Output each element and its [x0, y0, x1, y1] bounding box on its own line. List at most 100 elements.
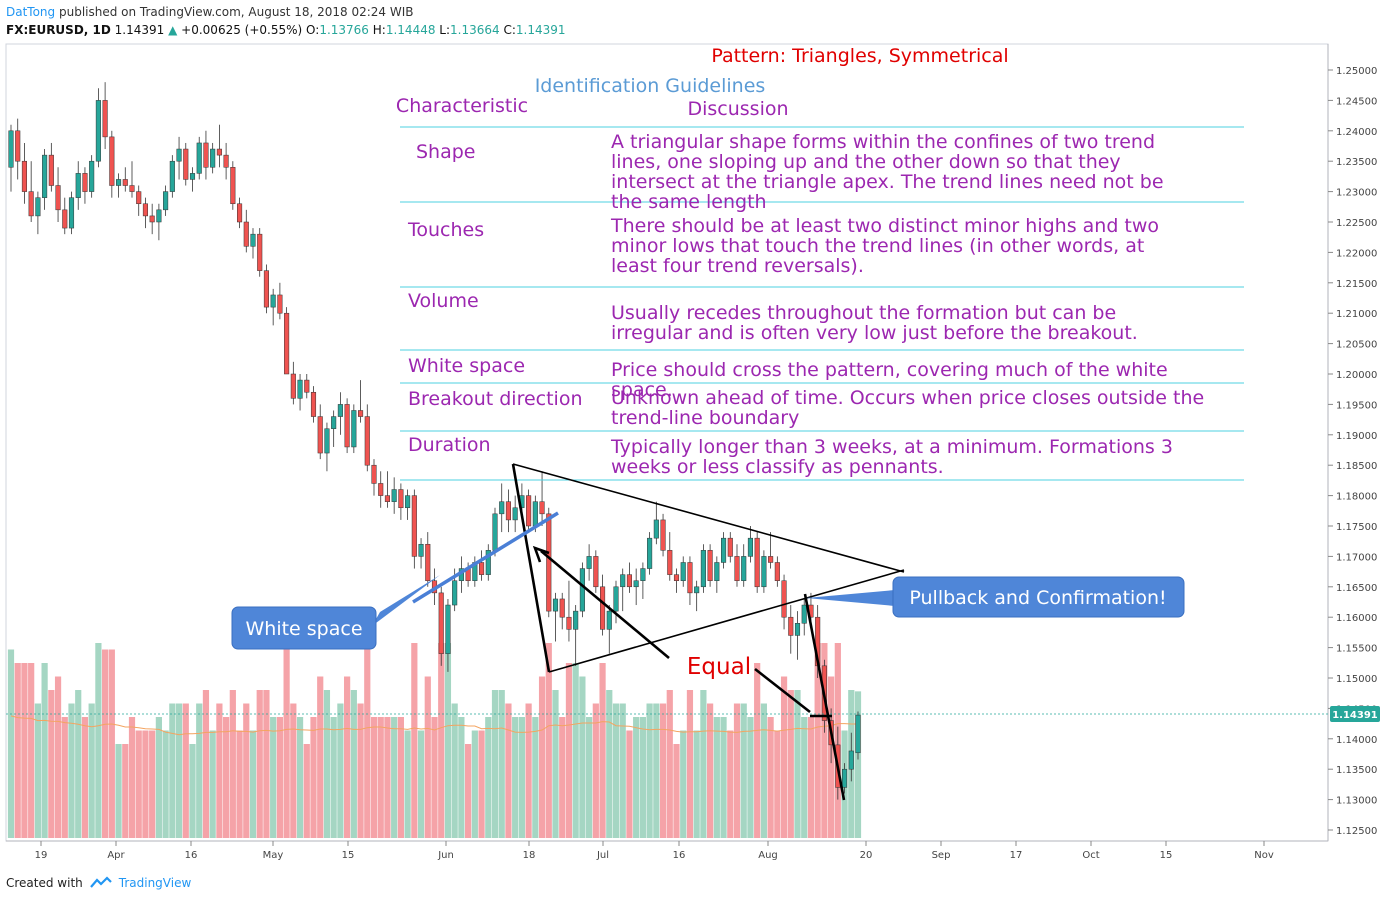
candle-body[interactable]: [270, 294, 276, 308]
upper-trend-line[interactable]: [512, 463, 905, 573]
candle-body[interactable]: [297, 379, 303, 399]
candle-body[interactable]: [189, 173, 196, 180]
candle-body[interactable]: [734, 556, 740, 581]
candle-body[interactable]: [237, 203, 243, 223]
white-space-line[interactable]: [412, 511, 559, 604]
candle-body[interactable]: [539, 501, 545, 515]
candle-body[interactable]: [384, 495, 390, 502]
candle-body[interactable]: [122, 179, 128, 186]
candle-body[interactable]: [754, 537, 760, 588]
candle-body[interactable]: [485, 550, 491, 575]
candle-body[interactable]: [344, 404, 350, 448]
candle-body[interactable]: [586, 556, 592, 569]
candle-body[interactable]: [95, 100, 101, 162]
candle-body[interactable]: [82, 173, 88, 192]
candle-body[interactable]: [418, 543, 424, 557]
candle-body[interactable]: [391, 489, 397, 502]
candle-body[interactable]: [626, 574, 632, 588]
candle-body[interactable]: [505, 501, 511, 521]
candle-body[interactable]: [284, 312, 290, 375]
candle-body[interactable]: [512, 507, 518, 521]
equal-arrow-line[interactable]: [540, 550, 670, 659]
candle-body[interactable]: [593, 556, 599, 588]
candle-body[interactable]: [364, 416, 370, 466]
candle-body[interactable]: [102, 100, 108, 138]
candle-body[interactable]: [68, 197, 75, 229]
candle-body[interactable]: [579, 568, 585, 612]
candle-body[interactable]: [801, 604, 807, 624]
candle-body[interactable]: [109, 136, 115, 186]
candle-body[interactable]: [183, 148, 189, 180]
candle-body[interactable]: [116, 179, 122, 186]
candle-body[interactable]: [89, 160, 95, 192]
candle-body[interactable]: [378, 483, 384, 496]
candle-body[interactable]: [35, 197, 41, 217]
candle-body[interactable]: [640, 568, 646, 581]
candle-body[interactable]: [647, 537, 653, 569]
candle-body[interactable]: [196, 142, 202, 174]
candle-body[interactable]: [129, 185, 135, 192]
candle-body[interactable]: [445, 604, 451, 654]
candle-body[interactable]: [438, 592, 444, 654]
candle-body[interactable]: [28, 191, 34, 217]
candle-body[interactable]: [331, 416, 337, 429]
triangle-base-line[interactable]: [511, 463, 551, 673]
candle-body[interactable]: [304, 379, 310, 393]
candle-body[interactable]: [499, 501, 505, 515]
candle-body[interactable]: [559, 598, 565, 618]
candle-body[interactable]: [633, 580, 639, 588]
candle-body[interactable]: [290, 373, 296, 399]
candle-body[interactable]: [317, 416, 323, 454]
breakout-length-line[interactable]: [803, 593, 846, 801]
candle-body[interactable]: [411, 495, 417, 557]
candle-body[interactable]: [324, 428, 330, 454]
candle-body[interactable]: [163, 191, 169, 211]
candle-body[interactable]: [673, 574, 680, 581]
candle-body[interactable]: [310, 391, 317, 417]
candle-body[interactable]: [169, 160, 175, 192]
candle-body[interactable]: [452, 580, 458, 606]
lower-trend-line[interactable]: [548, 569, 905, 673]
candle-body[interactable]: [526, 495, 532, 527]
candle-body[interactable]: [700, 550, 706, 588]
candle-body[interactable]: [243, 221, 249, 247]
candle-body[interactable]: [136, 191, 142, 205]
candle-body[interactable]: [277, 294, 283, 314]
candle-body[interactable]: [694, 586, 700, 594]
candle-body[interactable]: [660, 519, 666, 551]
candle-body[interactable]: [75, 173, 81, 198]
candle-body[interactable]: [48, 154, 54, 186]
candle-body[interactable]: [794, 623, 801, 636]
candle-body[interactable]: [848, 750, 854, 770]
candle-body[interactable]: [21, 160, 27, 192]
candle-body[interactable]: [257, 233, 263, 271]
candle-body[interactable]: [479, 562, 485, 575]
candle-body[interactable]: [55, 185, 61, 211]
pullback-callout[interactable]: Pullback and Confirmation!: [806, 576, 1185, 618]
equal-pointer-line[interactable]: [754, 667, 811, 714]
candle-body[interactable]: [613, 586, 619, 612]
candle-body[interactable]: [761, 556, 767, 588]
candle-body[interactable]: [532, 501, 538, 527]
candle-body[interactable]: [337, 404, 343, 417]
candle-body[interactable]: [250, 233, 256, 247]
candle-body[interactable]: [552, 598, 559, 612]
white-space-callout[interactable]: White space: [231, 575, 440, 650]
candle-body[interactable]: [721, 537, 727, 563]
candle-body[interactable]: [216, 148, 222, 156]
candle-body[interactable]: [42, 154, 48, 198]
candle-body[interactable]: [142, 203, 148, 217]
candle-body[interactable]: [371, 464, 377, 484]
candle-body[interactable]: [351, 410, 357, 448]
candle-body[interactable]: [546, 513, 552, 612]
candle-body[interactable]: [176, 148, 182, 162]
candle-body[interactable]: [405, 495, 411, 509]
candle-body[interactable]: [156, 209, 162, 223]
symbol-ticker[interactable]: FX:EURUSD, 1D: [6, 23, 111, 37]
candle-body[interactable]: [62, 209, 68, 229]
candle-body[interactable]: [788, 616, 794, 636]
candle-body[interactable]: [492, 513, 498, 551]
candle-body[interactable]: [687, 562, 693, 594]
candle-body[interactable]: [573, 610, 579, 630]
price-chart[interactable]: 1.25000 1.24500 1.24000 1.23500 1.23000 1.225…: [0, 0, 1387, 870]
